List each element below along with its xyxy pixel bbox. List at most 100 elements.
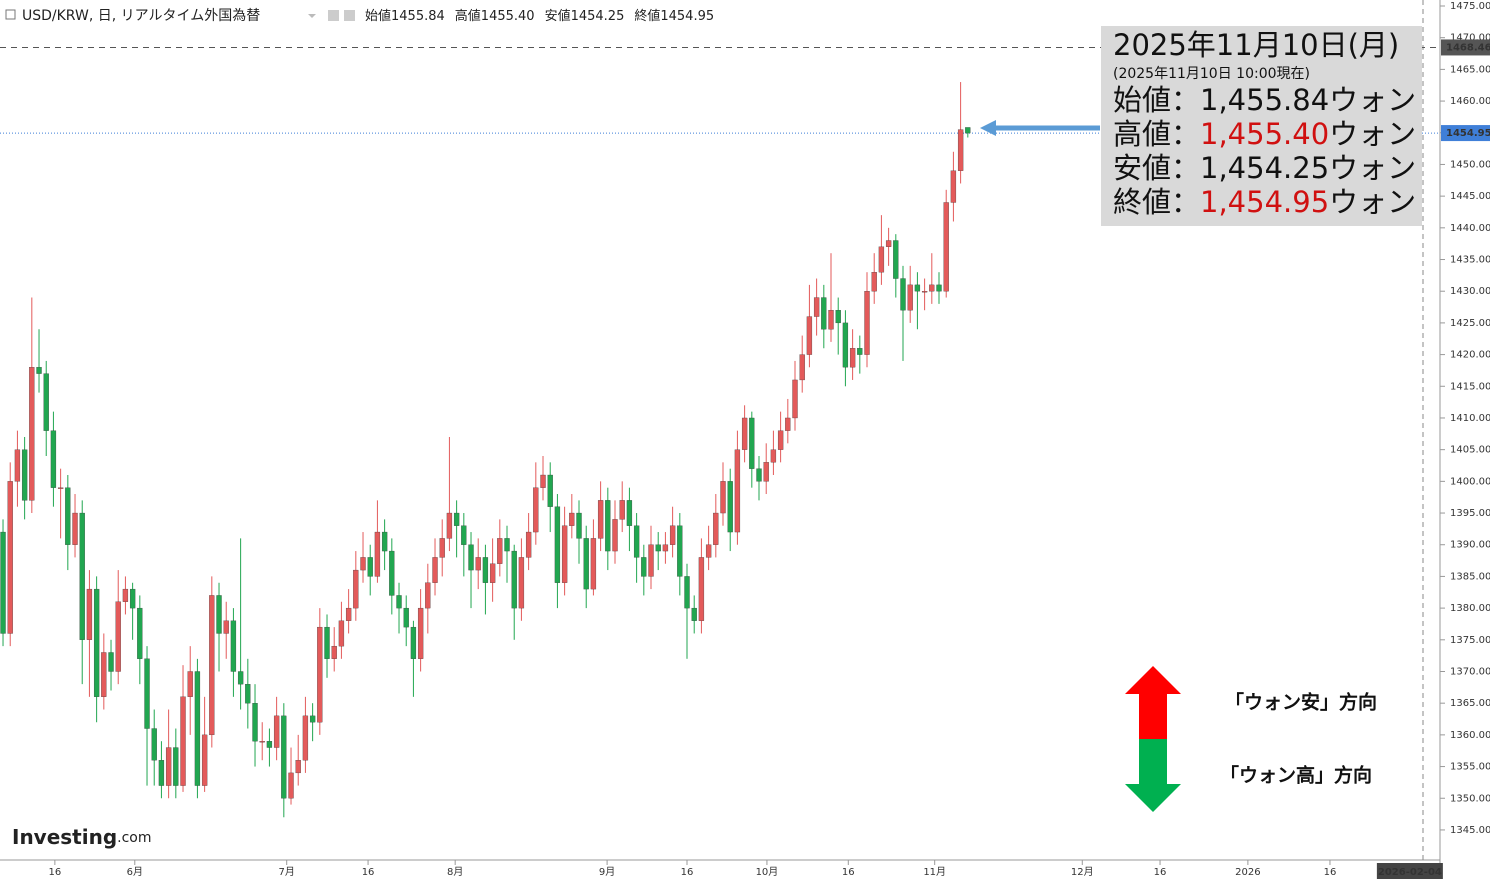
- candle-body: [389, 550, 395, 596]
- candle-body: [374, 531, 381, 577]
- candle-body: [785, 417, 791, 431]
- y-tick-label: 1350.00: [1450, 793, 1490, 804]
- candle-body: [511, 550, 517, 609]
- candle-body: [813, 297, 820, 317]
- candle-body: [439, 538, 445, 558]
- settings-icon[interactable]: [344, 10, 355, 21]
- price-label-box: [1441, 125, 1490, 142]
- ohlc-label: 終値: [634, 8, 660, 24]
- x-tick-label: 16: [48, 867, 61, 878]
- y-tick-label: 1400.00: [1450, 476, 1490, 487]
- candle-body: [749, 417, 755, 469]
- candle-body: [799, 354, 805, 381]
- dropdown[interactable]: [308, 14, 316, 18]
- candle-body: [576, 512, 582, 539]
- candle-body: [353, 569, 359, 609]
- ohlc-value: 1454.25: [571, 9, 625, 24]
- candle-body: [381, 531, 388, 552]
- annotation-row: 安値：1,454.25ウォン: [1113, 151, 1416, 185]
- y-tick-label: 1470.00: [1450, 33, 1490, 44]
- y-tick-label: 1360.00: [1450, 730, 1490, 741]
- y-tick-label: 1405.00: [1450, 445, 1490, 456]
- y-tick-label: 1450.00: [1450, 159, 1490, 170]
- ohlc-item: 始値1455.84: [365, 8, 445, 24]
- candle-body: [453, 512, 460, 526]
- candle-body: [259, 741, 265, 743]
- pointer-arrow-head: [980, 120, 996, 136]
- candle-body: [367, 557, 373, 577]
- x-tick-label: 7月: [279, 866, 295, 878]
- candle-body: [108, 652, 114, 672]
- x-tick-label: 16: [1154, 867, 1167, 878]
- candle-body: [878, 246, 885, 273]
- candle-body: [194, 671, 201, 786]
- candle-body: [151, 728, 157, 761]
- candle-body: [360, 557, 366, 571]
- candle-body: [763, 462, 769, 482]
- candle-body: [237, 671, 244, 685]
- candle-body: [475, 557, 481, 571]
- candle-body: [900, 278, 906, 311]
- y-tick-label: 1365.00: [1450, 698, 1490, 709]
- candle-body: [705, 544, 712, 558]
- candle-body: [14, 449, 21, 482]
- annotation-row: 始値：1,455.84ウォン: [1113, 83, 1416, 117]
- ohlc-label: 高値: [455, 8, 481, 24]
- candle-body: [288, 772, 294, 799]
- candle-body: [144, 658, 150, 729]
- up-direction: 「ウォン安」方向: [1225, 691, 1377, 714]
- down-direction: 「ウォン高」方向: [1220, 764, 1372, 787]
- annotation-note: (2025年11月10日 10:00現在): [1113, 66, 1310, 82]
- candle-body: [871, 272, 877, 292]
- y-tick-label: 1445.00: [1450, 191, 1490, 202]
- candle-body: [216, 595, 222, 634]
- candle-body: [36, 367, 42, 374]
- y-tick-label: 1425.00: [1450, 318, 1490, 329]
- candle-body: [857, 348, 863, 355]
- candle-body: [137, 607, 143, 659]
- ohlc-value: 1455.84: [391, 9, 445, 24]
- candle-body: [0, 531, 6, 634]
- candle-body: [835, 310, 841, 324]
- candle-body: [713, 512, 719, 545]
- row-label: 安値：: [1113, 151, 1200, 185]
- candle-body: [655, 544, 661, 552]
- logo-suffix: .com: [117, 830, 151, 846]
- candle-body: [410, 626, 417, 659]
- price-label-box: [1441, 39, 1490, 56]
- y-tick-label: 1375.00: [1450, 635, 1490, 646]
- x-tick-label: 16: [681, 867, 694, 878]
- row-value: 1,454.95: [1200, 185, 1329, 219]
- candle-body: [29, 367, 35, 501]
- candle-body: [561, 525, 568, 583]
- candle-body: [626, 500, 633, 526]
- candle-body: [806, 316, 813, 355]
- y-tick-label: 1435.00: [1450, 255, 1490, 266]
- ohlc-label: 始値: [365, 8, 391, 24]
- candle-body: [266, 741, 273, 748]
- x-tick-label: 16: [1324, 867, 1337, 878]
- candle-body: [65, 487, 71, 545]
- x-tick-label: 2026: [1235, 867, 1260, 878]
- y-tick-label: 1420.00: [1450, 350, 1490, 361]
- candle-body: [50, 430, 57, 488]
- candle-body: [180, 696, 186, 786]
- candle-body: [101, 652, 107, 697]
- y-tick-label: 1385.00: [1450, 571, 1490, 582]
- annotation-date: 2025年11月10日(月): [1113, 28, 1399, 62]
- ohlc-value: 1454.95: [660, 9, 714, 24]
- candle-body: [612, 519, 618, 552]
- eye-icon[interactable]: [328, 10, 339, 21]
- candle-body: [662, 544, 669, 552]
- candle-body: [324, 626, 330, 659]
- cursor-date-box: [1376, 863, 1443, 879]
- candle-body: [921, 291, 928, 293]
- ohlc-value: 1455.40: [481, 9, 535, 24]
- candle-body: [677, 525, 683, 577]
- collapse-icon[interactable]: [5, 9, 16, 20]
- candle-body: [943, 202, 949, 292]
- candle-body: [482, 557, 489, 583]
- price-label: 1454.95: [1446, 128, 1490, 139]
- x-tick-label: 9月: [599, 866, 615, 878]
- ohlc-item: 高値1455.40: [455, 8, 535, 24]
